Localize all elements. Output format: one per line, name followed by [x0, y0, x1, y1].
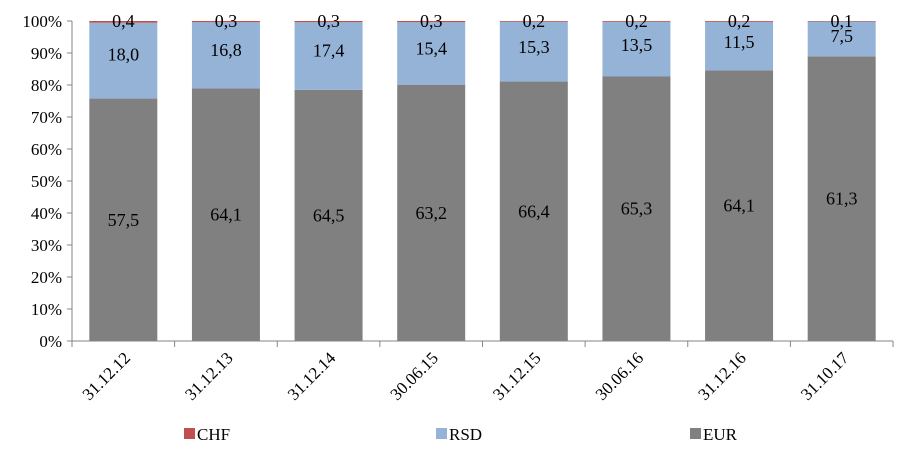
y-tick-label: 0%	[39, 332, 62, 351]
legend-label-chf: CHF	[197, 425, 230, 444]
data-label-eur-4: 63,2	[415, 203, 447, 223]
bar-rsd-8	[807, 21, 876, 57]
bar-eur-2	[191, 88, 260, 341]
legend-swatch-eur	[690, 428, 701, 439]
data-label-chf-2: 0,3	[215, 11, 238, 31]
bar-chf-7	[705, 21, 774, 22]
data-label-chf-7: 0,2	[728, 11, 751, 31]
bar-eur-7	[705, 70, 774, 342]
x-category-label: 31.10.17	[797, 348, 853, 404]
bar-rsd-5	[499, 21, 568, 82]
data-label-eur-7: 64,1	[723, 196, 755, 216]
bar-eur-1	[89, 98, 158, 341]
x-category-label: 31.12.13	[181, 348, 237, 404]
bar-chf-4	[397, 21, 466, 23]
data-label-rsd-2: 16,8	[210, 40, 242, 60]
data-label-eur-5: 66,4	[518, 201, 550, 221]
data-label-rsd-6: 13,5	[621, 35, 653, 55]
y-tick-label: 70%	[31, 108, 62, 127]
data-label-chf-4: 0,3	[420, 11, 443, 31]
data-label-rsd-8: 7,5	[830, 26, 853, 46]
legend-swatch-chf	[184, 428, 195, 439]
data-label-eur-2: 64,1	[210, 205, 242, 225]
data-label-rsd-4: 15,4	[415, 38, 447, 58]
data-label-rsd-5: 15,3	[518, 37, 550, 57]
data-label-chf-6: 0,2	[625, 11, 648, 31]
bar-rsd-7	[705, 21, 774, 71]
y-tick-label: 40%	[31, 204, 62, 223]
bar-chf-8	[807, 21, 876, 22]
x-category-label: 31.12.15	[489, 348, 545, 404]
data-label-eur-3: 64,5	[313, 205, 345, 225]
y-tick-label: 90%	[31, 44, 62, 63]
data-label-chf-8: 0,1	[830, 11, 853, 31]
y-tick-label: 100%	[22, 12, 62, 31]
data-label-eur-8: 61,3	[826, 189, 858, 209]
bar-eur-6	[602, 76, 671, 342]
data-label-chf-5: 0,2	[523, 11, 546, 31]
bar-chf-6	[602, 21, 671, 22]
bar-eur-8	[807, 56, 876, 341]
bar-chf-3	[294, 21, 363, 23]
y-tick-label: 80%	[31, 76, 62, 95]
y-tick-label: 20%	[31, 268, 62, 287]
data-label-chf-1: 0,4	[112, 11, 135, 31]
bar-rsd-2	[191, 22, 260, 89]
legend-label-eur: EUR	[703, 425, 738, 444]
bar-rsd-4	[397, 22, 466, 85]
y-tick-label: 30%	[31, 236, 62, 255]
legend-swatch-rsd	[436, 428, 447, 439]
bar-eur-4	[397, 84, 466, 341]
y-tick-label: 60%	[31, 140, 62, 159]
data-label-chf-3: 0,3	[317, 11, 340, 31]
data-label-rsd-3: 17,4	[313, 41, 345, 61]
data-label-eur-1: 57,5	[108, 210, 140, 230]
y-tick-label: 10%	[31, 300, 62, 319]
x-category-label: 31.12.16	[694, 348, 750, 404]
bar-rsd-6	[602, 21, 671, 77]
x-category-label: 31.12.12	[79, 348, 135, 404]
x-category-label: 30.06.16	[592, 348, 648, 404]
x-category-label: 31.12.14	[284, 348, 340, 404]
data-label-rsd-1: 18,0	[108, 45, 140, 65]
bar-eur-3	[294, 89, 363, 341]
bar-chf-5	[499, 21, 568, 22]
bar-chf-2	[191, 21, 260, 23]
data-label-eur-6: 65,3	[621, 199, 653, 219]
bar-rsd-3	[294, 22, 363, 90]
legend-label-rsd: RSD	[449, 425, 482, 444]
bar-chf-1	[89, 21, 158, 23]
x-category-label: 30.06.15	[387, 348, 443, 404]
y-tick-label: 50%	[31, 172, 62, 191]
bar-rsd-1	[89, 22, 158, 99]
data-label-rsd-7: 11,5	[724, 32, 755, 52]
bar-eur-5	[499, 81, 568, 342]
